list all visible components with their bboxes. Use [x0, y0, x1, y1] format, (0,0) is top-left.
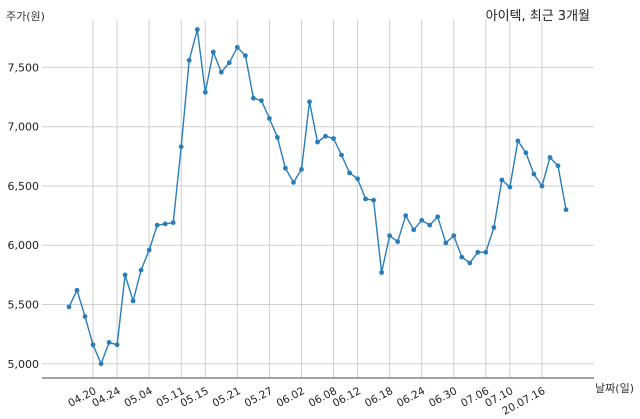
x-axis-label: 날짜(일)	[595, 381, 634, 395]
data-point	[82, 314, 88, 319]
data-point	[251, 95, 256, 101]
data-point	[395, 239, 401, 245]
y-axis-label: 주가(원)	[6, 10, 45, 23]
data-point	[419, 217, 425, 223]
data-point	[515, 138, 521, 144]
data-point	[202, 89, 208, 95]
data-point	[547, 155, 553, 160]
data-point	[371, 197, 376, 203]
y-ticks: 5,000 5,500 6,000 6,500 7,000 7,500	[8, 61, 40, 370]
data-point	[275, 135, 280, 140]
data-point	[98, 361, 104, 367]
x-tick-label: 06.24	[395, 385, 427, 410]
data-point	[491, 225, 497, 230]
x-tick-label: 05.27	[243, 385, 275, 410]
data-point	[114, 342, 120, 348]
data-point	[218, 69, 224, 75]
data-point	[259, 98, 264, 103]
data-point	[283, 165, 288, 171]
y-tick-label: 7,500	[8, 61, 40, 74]
y-tick-label: 7,000	[8, 121, 40, 134]
data-point	[122, 272, 128, 278]
y-tick-label: 5,500	[8, 299, 40, 312]
data-point	[499, 177, 505, 183]
data-point	[315, 139, 320, 145]
data-point	[146, 247, 152, 253]
data-point	[243, 53, 248, 58]
y-tick-label: 5,000	[8, 358, 40, 371]
data-point	[483, 249, 489, 255]
data-point	[66, 304, 72, 310]
data-point	[90, 342, 96, 348]
data-point	[210, 49, 216, 55]
data-point	[411, 227, 417, 233]
data-point	[451, 233, 457, 239]
data-point	[299, 167, 304, 172]
data-point	[234, 44, 240, 50]
x-tick-label: 06.30	[427, 385, 459, 410]
data-point	[162, 221, 168, 227]
x-tick-label: 05.04	[122, 385, 154, 410]
x-tick-label: 06.18	[363, 385, 395, 410]
data-point	[138, 267, 144, 273]
data-point	[531, 171, 537, 177]
x-tick-label: 06.12	[331, 385, 363, 410]
data-point	[363, 196, 368, 202]
data-point	[379, 270, 384, 275]
data-point	[307, 99, 312, 105]
data-point	[106, 340, 112, 345]
data-point	[186, 57, 192, 63]
grid	[42, 20, 594, 378]
data-point	[154, 222, 160, 228]
data-point	[170, 220, 176, 226]
data-point	[130, 298, 136, 304]
data-point	[74, 287, 80, 293]
y-tick-label: 6,500	[8, 180, 40, 193]
x-tick-label: 05.15	[179, 385, 211, 410]
data-point	[459, 254, 465, 260]
data-point	[339, 152, 344, 158]
data-point	[467, 260, 473, 266]
data-point	[331, 136, 336, 141]
data-point	[523, 150, 529, 156]
x-tick-label: 04.24	[90, 385, 122, 410]
data-point	[355, 176, 360, 182]
data-point	[291, 180, 296, 185]
data-point	[435, 214, 441, 220]
data-point	[403, 213, 409, 219]
data-point	[323, 133, 328, 139]
data-point	[427, 222, 433, 228]
data-point	[267, 116, 272, 121]
series-line	[68, 29, 567, 366]
data-point	[555, 163, 561, 169]
x-tick-label: 05.21	[211, 385, 243, 410]
data-point	[475, 249, 481, 255]
data-point	[539, 183, 545, 189]
data-point	[507, 184, 513, 190]
data-point	[194, 27, 200, 32]
data-point	[178, 144, 184, 150]
x-tick-label: 06.02	[275, 385, 307, 410]
data-point	[443, 240, 449, 246]
data-point	[387, 233, 392, 239]
y-tick-label: 6,000	[8, 239, 40, 252]
chart-title: 아이텍, 최근 3개월	[486, 9, 590, 24]
data-point	[563, 207, 569, 213]
data-point	[347, 170, 352, 176]
series	[66, 27, 569, 367]
data-point	[226, 60, 232, 66]
